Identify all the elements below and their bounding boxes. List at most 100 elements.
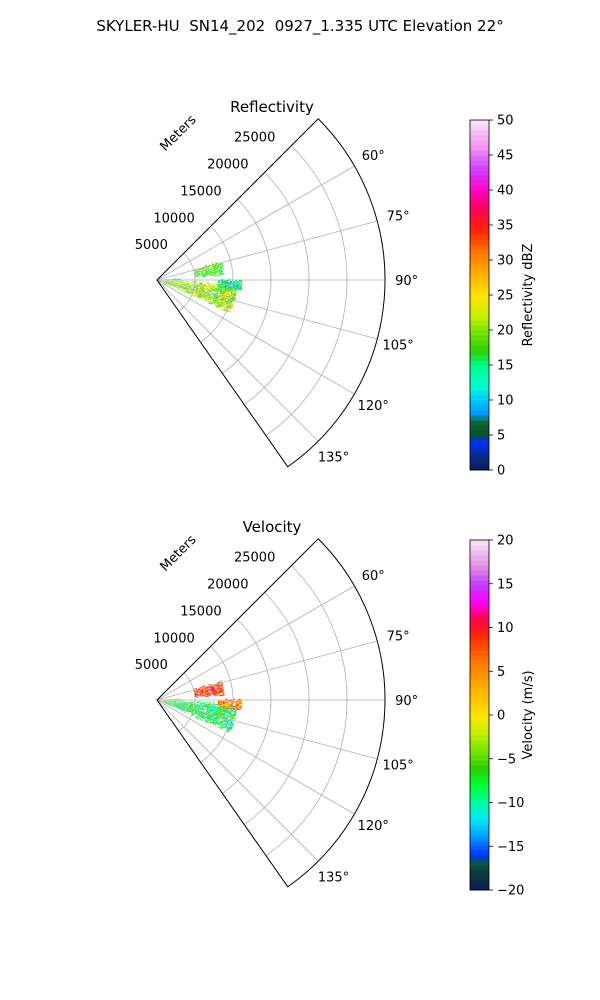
colorbar-band	[470, 200, 489, 206]
echo-gate	[205, 701, 208, 703]
echo-gate	[217, 704, 220, 706]
echo-gate	[210, 706, 213, 708]
echo-gate	[201, 293, 204, 295]
echo-gate	[212, 705, 215, 707]
echo-gate	[189, 285, 192, 287]
colorbar-band	[470, 295, 489, 301]
echo-gate	[218, 299, 221, 301]
echo-gate	[213, 301, 216, 304]
echo-gate	[194, 286, 197, 288]
echo-gate	[204, 691, 207, 693]
echo-gate	[171, 705, 174, 707]
echo-gate	[206, 716, 209, 718]
echo-gate	[213, 290, 216, 292]
echo-gate	[229, 704, 232, 706]
echo-gate	[172, 286, 175, 288]
colorbar-band	[470, 635, 489, 641]
echo-gate	[174, 286, 177, 288]
colorbar-tick-label: 20	[497, 324, 514, 339]
echo-gate	[182, 710, 185, 712]
echo-gate	[165, 282, 167, 284]
azimuth-tick-label: 105°	[382, 759, 413, 774]
azimuth-gridline	[156, 699, 319, 862]
echo-gate	[171, 284, 174, 286]
colorbar-band	[470, 860, 489, 866]
echo-gate	[174, 701, 176, 702]
echo-gate	[201, 713, 204, 715]
echo-gate	[217, 685, 220, 687]
colorbar-band	[470, 880, 489, 886]
echo-gate	[222, 298, 225, 300]
colorbar-tick-label: −20	[497, 884, 524, 899]
echo-gate	[179, 283, 181, 285]
echo-gate	[203, 276, 206, 278]
echo-gate	[200, 285, 202, 287]
echo-gate	[172, 702, 175, 703]
echo-gate	[196, 703, 199, 705]
echo-gate	[191, 706, 193, 708]
echo-gate	[200, 703, 203, 705]
echo-gate	[202, 688, 205, 690]
echo-gate	[234, 707, 237, 709]
echo-gate	[170, 282, 173, 283]
echo-gate	[225, 291, 228, 293]
echo-gate	[168, 282, 171, 284]
echo-gate	[222, 694, 225, 696]
echo-gate	[177, 702, 180, 704]
echo-gate	[219, 704, 222, 706]
echo-gate	[226, 296, 229, 299]
echo-gate	[183, 288, 186, 290]
echo-gate	[170, 702, 173, 703]
echo-gate	[185, 706, 188, 707]
echo-gate	[220, 304, 223, 306]
echo-gate	[196, 276, 199, 277]
colorbar-band	[470, 720, 489, 726]
echo-gate	[189, 705, 192, 707]
echo-gate	[215, 691, 218, 693]
echo-gate	[182, 283, 185, 284]
azimuth-gridline	[156, 699, 355, 815]
echo-gate	[231, 717, 234, 719]
echo-gate	[230, 301, 233, 304]
echo-gate	[207, 286, 209, 288]
echo-gate	[206, 692, 209, 694]
echo-gate	[240, 707, 242, 710]
echo-gate	[187, 286, 190, 287]
echo-gate	[196, 693, 199, 695]
echo-gate	[189, 704, 192, 705]
echo-gate	[197, 294, 200, 296]
echo-gate	[189, 703, 192, 705]
echo-gate	[194, 286, 197, 287]
echo-gate	[199, 715, 202, 717]
echo-gate	[204, 701, 206, 703]
echo-gate	[180, 287, 182, 289]
echo-gate	[198, 282, 201, 284]
echo-gate	[222, 290, 225, 292]
echo-gate	[200, 284, 203, 286]
echo-gate	[186, 710, 189, 712]
echo-gate	[222, 690, 225, 692]
colorbar-band	[470, 400, 489, 406]
echo-gate	[227, 309, 230, 312]
echo-gate	[181, 701, 183, 703]
colorbar-band	[470, 540, 489, 546]
echo-gate	[186, 283, 189, 285]
echo-gate	[212, 719, 215, 721]
echo-gate	[191, 285, 194, 286]
echo-gate	[214, 719, 217, 721]
echo-gate	[197, 272, 200, 274]
echo-gate	[217, 714, 220, 717]
colorbar-band	[470, 175, 489, 181]
echo-gate	[221, 712, 224, 714]
echo-gate	[205, 275, 208, 277]
echo-gate	[216, 297, 219, 300]
colorbar-band	[470, 795, 489, 801]
echo-gate	[186, 702, 189, 704]
echo-gate	[204, 271, 207, 273]
echo-gate	[203, 274, 206, 276]
azimuth-tick-label: 90°	[395, 694, 418, 709]
echo-gate	[211, 271, 214, 273]
echo-gate	[222, 272, 225, 274]
echo-gate	[198, 292, 201, 294]
echo-gate	[218, 300, 220, 302]
